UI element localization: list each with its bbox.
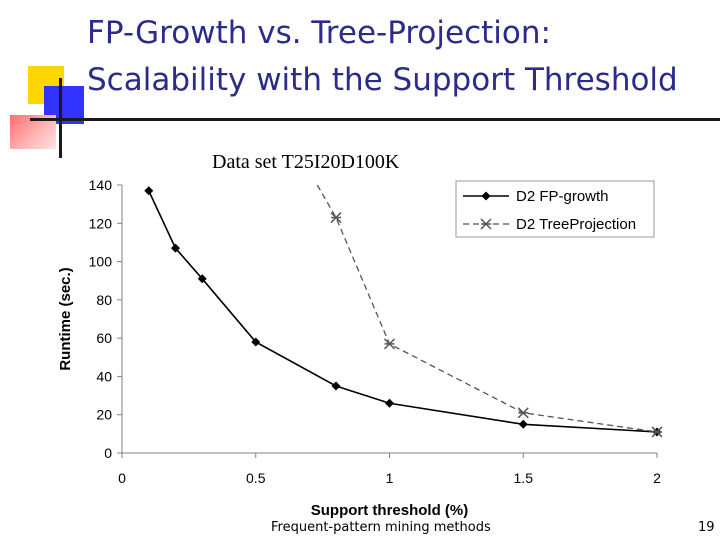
- slide-title: FP-Growth vs. Tree-Projection: Scalabili…: [87, 10, 678, 104]
- legend-entry: D2 FP-growth: [463, 188, 609, 205]
- chart-axes: 0 20 40 60 80 100 120 140 0 0.5 1 1.5 2: [89, 177, 661, 486]
- legend-label: D2 FP-growth: [516, 188, 609, 205]
- x-tick-label: 1.5: [514, 470, 534, 486]
- slide-title-line-2: Scalability with the Support Threshold: [87, 62, 678, 98]
- data-point: [144, 186, 154, 196]
- chart-title: Data set T25I20D100K: [212, 151, 400, 173]
- data-point: [171, 243, 180, 253]
- data-point: [518, 419, 528, 429]
- data-point: [330, 212, 342, 224]
- y-tick-label: 140: [89, 177, 113, 193]
- data-point: [383, 338, 396, 350]
- x-axis-title: Support threshold (%): [311, 502, 469, 519]
- data-point: [651, 426, 663, 438]
- y-tick-label: 0: [104, 445, 112, 461]
- data-point: [385, 398, 394, 408]
- chart-legend: D2 FP-growth D2 TreeProjection: [455, 180, 655, 238]
- series-1: [316, 184, 663, 438]
- x-tick-label: 2: [653, 470, 661, 486]
- x-tick-label: 0: [118, 470, 126, 486]
- y-tick-label: 120: [89, 215, 113, 231]
- slide-footer: Frequent-pattern mining methods: [271, 520, 491, 535]
- y-tick-label: 80: [96, 292, 112, 308]
- data-point: [251, 337, 261, 347]
- data-point: [331, 381, 341, 391]
- page-number: 19: [698, 520, 715, 535]
- data-point: [517, 407, 529, 419]
- x-tick-label: 1: [386, 470, 394, 486]
- legend-label: D2 TreeProjection: [516, 216, 636, 233]
- series-0: [144, 186, 662, 437]
- data-point: [481, 191, 491, 201]
- y-tick-label: 100: [89, 254, 113, 270]
- data-point: [480, 218, 492, 230]
- chart-series: [144, 184, 663, 438]
- x-tick-label: 0.5: [246, 470, 266, 486]
- chart-axis-titles: Support threshold (%) Runtime (sec.): [57, 267, 468, 519]
- y-tick-label: 60: [96, 330, 112, 346]
- slide-title-line-1: FP-Growth vs. Tree-Projection:: [87, 15, 551, 51]
- decorative-horizontal-rule: [30, 118, 720, 121]
- y-tick-label: 20: [96, 407, 112, 423]
- legend-entry: D2 TreeProjection: [463, 216, 636, 233]
- y-axis-title: Runtime (sec.): [57, 267, 74, 370]
- data-point: [197, 274, 207, 284]
- series-line: [148, 190, 658, 433]
- y-tick-label: 40: [96, 368, 112, 384]
